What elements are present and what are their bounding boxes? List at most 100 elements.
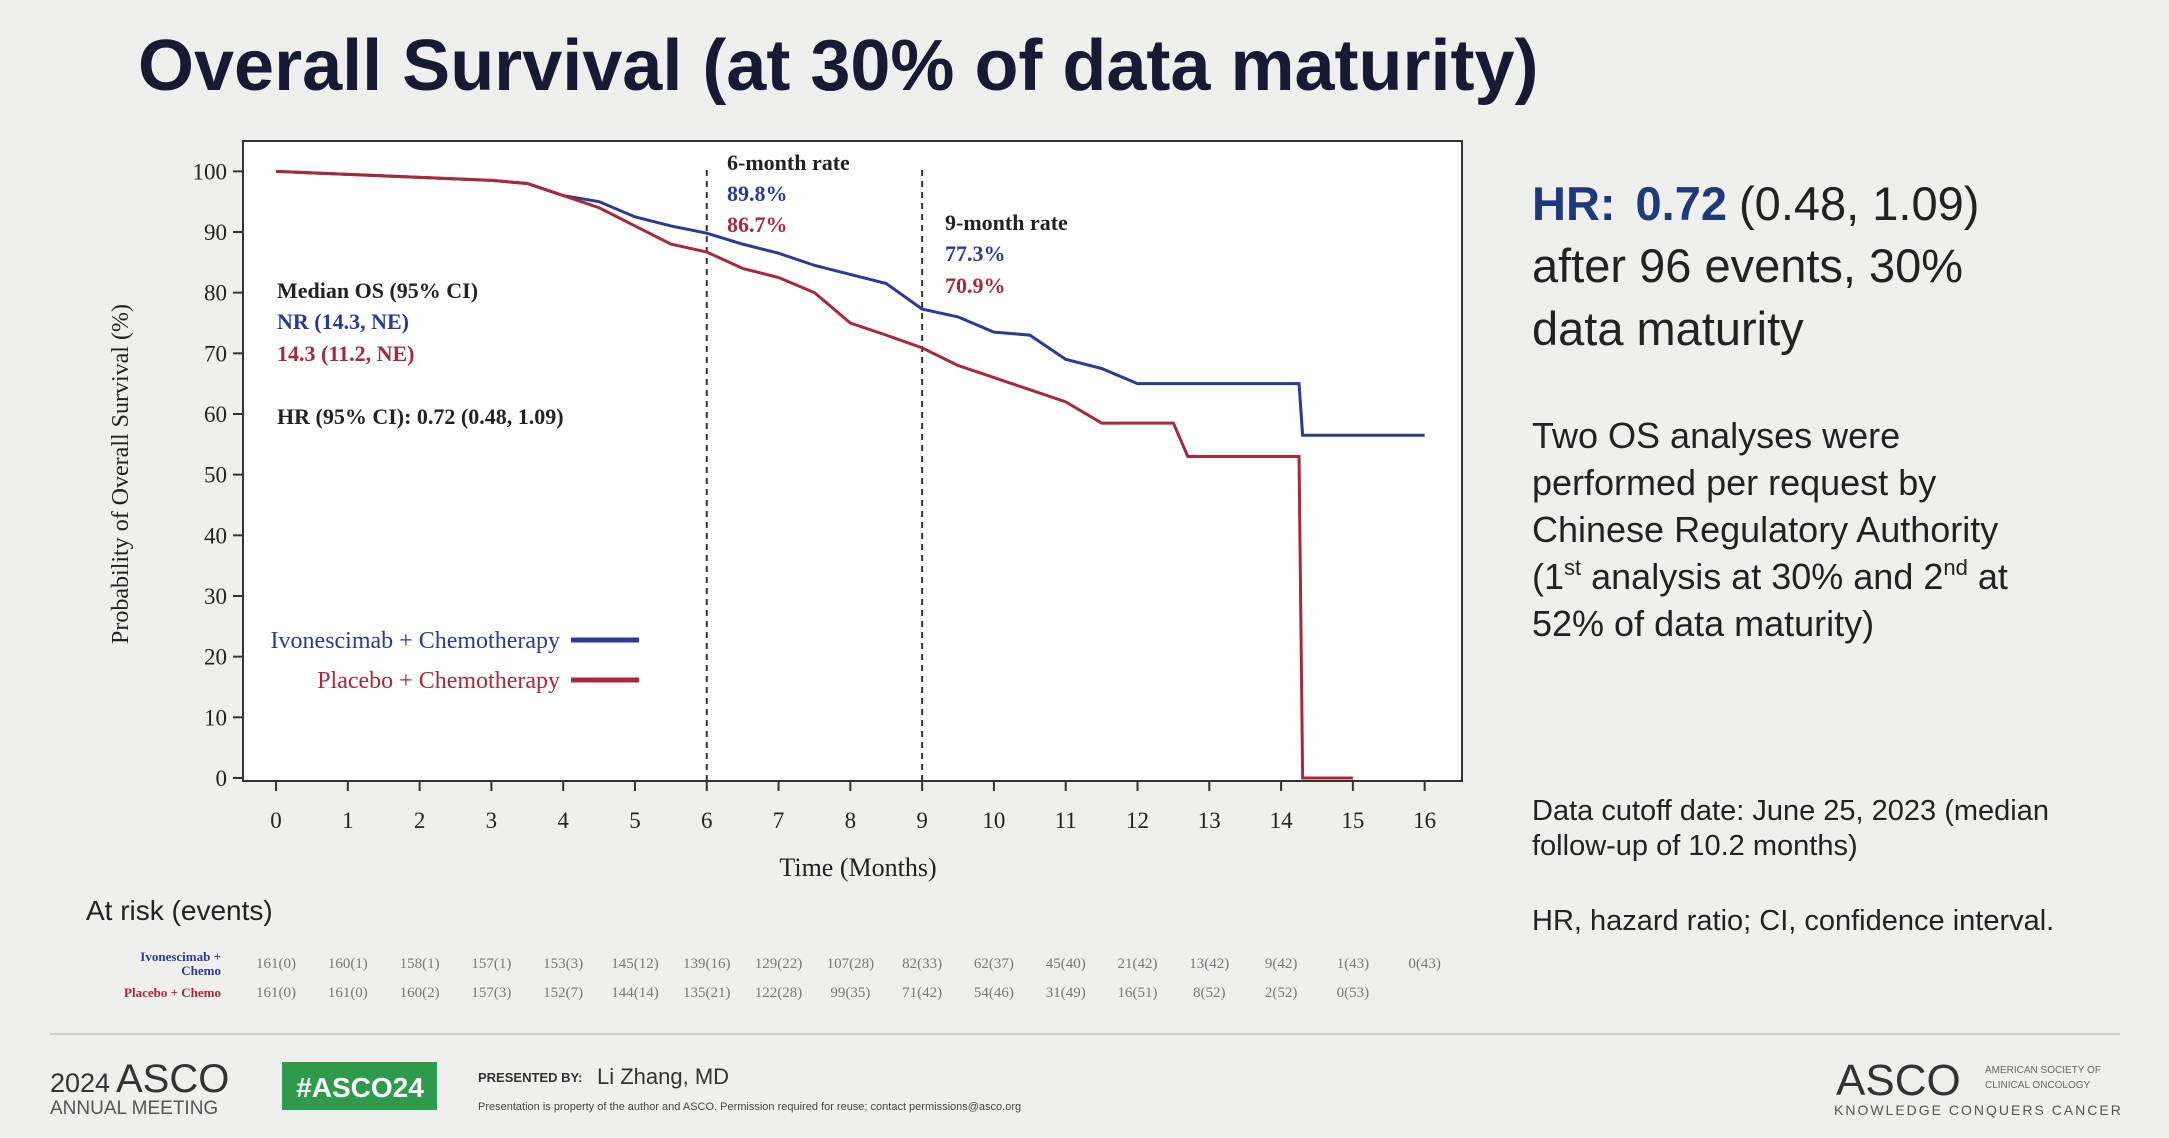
footer-asco: ASCO (116, 1057, 229, 1101)
paragraph-text: performed per request by (1532, 462, 1936, 503)
at-risk-title: At risk (events) (86, 895, 273, 926)
at-risk-value: 13(42) (1189, 956, 1229, 972)
cutoff: follow-up of 10.2 months) (1532, 830, 1858, 862)
x-tick-label: 5 (629, 808, 641, 833)
paragraph-line: performed per request by (1532, 462, 1936, 503)
x-tick-label: 10 (982, 808, 1005, 833)
at-risk-value: 71(42) (902, 985, 942, 1001)
hashtag: #ASCO24 (296, 1072, 424, 1103)
hr-text: after 96 events, 30% (1532, 239, 1963, 292)
footer-year: 2024 (50, 1068, 110, 1098)
legend-label: Placebo + Chemotherapy (317, 668, 560, 694)
annotation: 9-month rate (945, 210, 1068, 235)
annotations: 6-month rate 89.8% 86.7% 9-month rate 77… (277, 150, 1068, 429)
at-risk-value: 2(52) (1265, 985, 1298, 1001)
y-tick-label: 80 (204, 281, 227, 306)
at-risk-value: 122(28) (755, 985, 803, 1001)
y-tick-label: 90 (204, 220, 227, 245)
paragraph-text: at (1968, 556, 2008, 597)
survival-curve (275, 169, 1353, 780)
hr-ci: (0.48, 1.09) (1739, 177, 1979, 230)
at-risk-value: 135(21) (683, 985, 731, 1001)
at-risk-value: 160(1) (328, 956, 368, 972)
at-risk-value: 9(42) (1265, 956, 1298, 972)
at-risk-value: 157(1) (471, 956, 511, 972)
presented-by: PRESENTED BY: (478, 1070, 583, 1085)
tagline: KNOWLEDGE CONQUERS CANCER (1834, 1102, 2123, 1118)
at-risk-value: 0(53) (1337, 985, 1370, 1001)
at-risk-value: 161(0) (328, 985, 368, 1001)
paragraph-text: nd (1943, 555, 1967, 580)
paragraph-line: Chinese Regulatory Authority (1532, 509, 1998, 550)
y-tick-label: 20 (204, 645, 227, 670)
at-risk-value: 139(16) (683, 956, 731, 972)
at-risk-value: 62(37) (974, 956, 1014, 972)
logo-sub: AMERICAN SOCIETY OF (1985, 1065, 2101, 1076)
at-risk-value: 1(43) (1337, 956, 1370, 972)
at-risk-value: 8(52) (1193, 985, 1226, 1001)
at-risk-value: 145(12) (611, 956, 659, 972)
x-tick-label: 15 (1341, 808, 1364, 833)
annotation: 70.9% (945, 273, 1006, 298)
at-risk-label: Placebo + Chemo (124, 985, 221, 1000)
at-risk-value: 107(28) (827, 956, 875, 972)
paragraph-line: Two OS analyses were (1532, 415, 1900, 456)
y-tick-label: 60 (204, 402, 227, 427)
hashtag-box (282, 1062, 437, 1110)
x-tick-label: 12 (1126, 808, 1149, 833)
annotation: 77.3% (945, 241, 1006, 266)
annotation: Median OS (95% CI) (277, 278, 478, 303)
y-axis-label: Probability of Overall Survival (%) (108, 304, 134, 644)
x-tick-label: 6 (701, 808, 713, 833)
hr-text: data maturity (1532, 302, 1804, 355)
y-tick-label: 50 (204, 463, 227, 488)
paragraph-line: 52% of data maturity) (1532, 603, 1874, 644)
x-tick-label: 8 (845, 808, 857, 833)
presenter: Li Zhang, MD (597, 1064, 729, 1089)
x-tick-label: 13 (1198, 808, 1221, 833)
x-tick-label: 0 (270, 808, 282, 833)
at-risk-value: 153(3) (543, 956, 583, 972)
at-risk-label: Chemo (181, 963, 221, 978)
at-risk-value: 99(35) (830, 985, 870, 1001)
annotation: 6-month rate (727, 150, 850, 175)
annotation: 86.7% (727, 212, 788, 237)
at-risk-value: 152(7) (543, 985, 583, 1001)
paragraph-text: Two OS analyses were (1532, 415, 1900, 456)
y-tick-label: 40 (204, 523, 227, 548)
at-risk-value: 16(51) (1118, 985, 1158, 1001)
x-tick-label: 2 (414, 808, 426, 833)
at-risk-value: 161(0) (256, 956, 296, 972)
y-tick-label: 30 (204, 584, 227, 609)
cutoff: Data cutoff date: June 25, 2023 (median (1532, 795, 2049, 827)
y-tick-label: 100 (193, 159, 228, 184)
at-risk-value: 160(2) (400, 985, 440, 1001)
at-risk-value: 158(1) (400, 956, 440, 972)
footer-meeting: ANNUAL MEETING (50, 1098, 218, 1119)
x-tick-label: 1 (342, 808, 354, 833)
at-risk-value: 21(42) (1118, 956, 1158, 972)
x-tick-label: 7 (773, 808, 785, 833)
paragraph-line: (1st analysis at 30% and 2nd at (1532, 555, 2008, 597)
y-tick-label: 10 (204, 705, 227, 730)
x-tick-label: 3 (486, 808, 498, 833)
legend-label: Ivonescimab + Chemotherapy (271, 628, 560, 654)
hr-label: HR: (1532, 177, 1616, 230)
disclaimer: Presentation is property of the author a… (478, 1101, 1021, 1113)
abbreviations: HR, hazard ratio; CI, confidence interva… (1532, 905, 2054, 937)
at-risk-value: 0(43) (1408, 956, 1441, 972)
logo-sub: CLINICAL ONCOLOGY (1985, 1080, 2091, 1091)
at-risk-value: 129(22) (755, 956, 803, 972)
plot-area (242, 140, 1463, 782)
x-tick-label: 11 (1055, 808, 1077, 833)
paragraph-text: 52% of data maturity) (1532, 603, 1874, 644)
x-tick-label: 4 (557, 808, 569, 833)
annotation: NR (14.3, NE) (277, 309, 409, 334)
x-axis-label: Time (Months) (779, 853, 936, 882)
at-risk-value: 82(33) (902, 956, 942, 972)
x-tick-label: 16 (1413, 808, 1436, 833)
at-risk-value: 157(3) (471, 985, 511, 1001)
at-risk-value: 144(14) (611, 985, 659, 1001)
paragraph-text: analysis at 30% and 2 (1581, 556, 1943, 597)
